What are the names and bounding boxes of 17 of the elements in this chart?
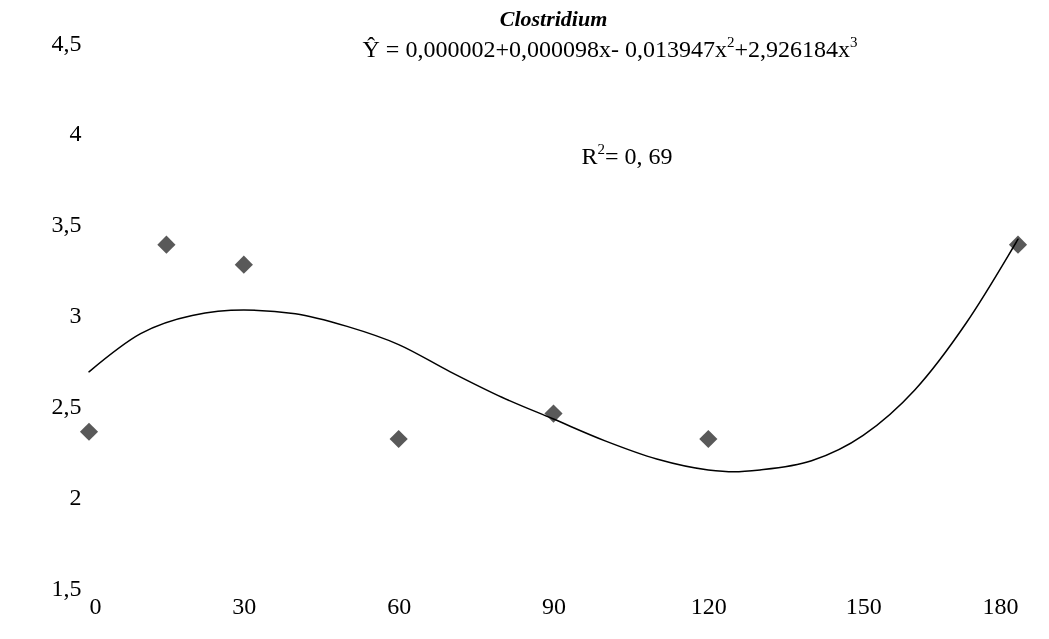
chart-title: Clostridium: [499, 6, 608, 31]
y-tick-label: 4: [69, 120, 82, 147]
y-tick-label: 4,5: [51, 29, 82, 56]
x-tick-label: 150: [845, 592, 882, 619]
annotation: Ŷ = 0,000002+0,000098x- 0,013947x$^{2}$+2,926184x$^{3}$: [362, 34, 858, 63]
x-tick-label: 180: [982, 592, 1019, 619]
x-tick-label: 90: [542, 592, 566, 619]
x-tick-label: 30: [232, 592, 257, 619]
y-tick-label: 3: [69, 302, 82, 328]
y-tick-label: 2: [69, 483, 82, 510]
annotation: R$^{2}$= 0, 69: [581, 141, 673, 170]
y-tick-label: 1,5: [51, 574, 82, 601]
y-tick-label: 3,5: [51, 211, 82, 238]
x-tick-label: 60: [387, 592, 412, 619]
x-tick-label: 120: [690, 592, 727, 619]
x-tick-label: 0: [89, 592, 102, 619]
y-tick-label: 2,5: [51, 392, 82, 419]
